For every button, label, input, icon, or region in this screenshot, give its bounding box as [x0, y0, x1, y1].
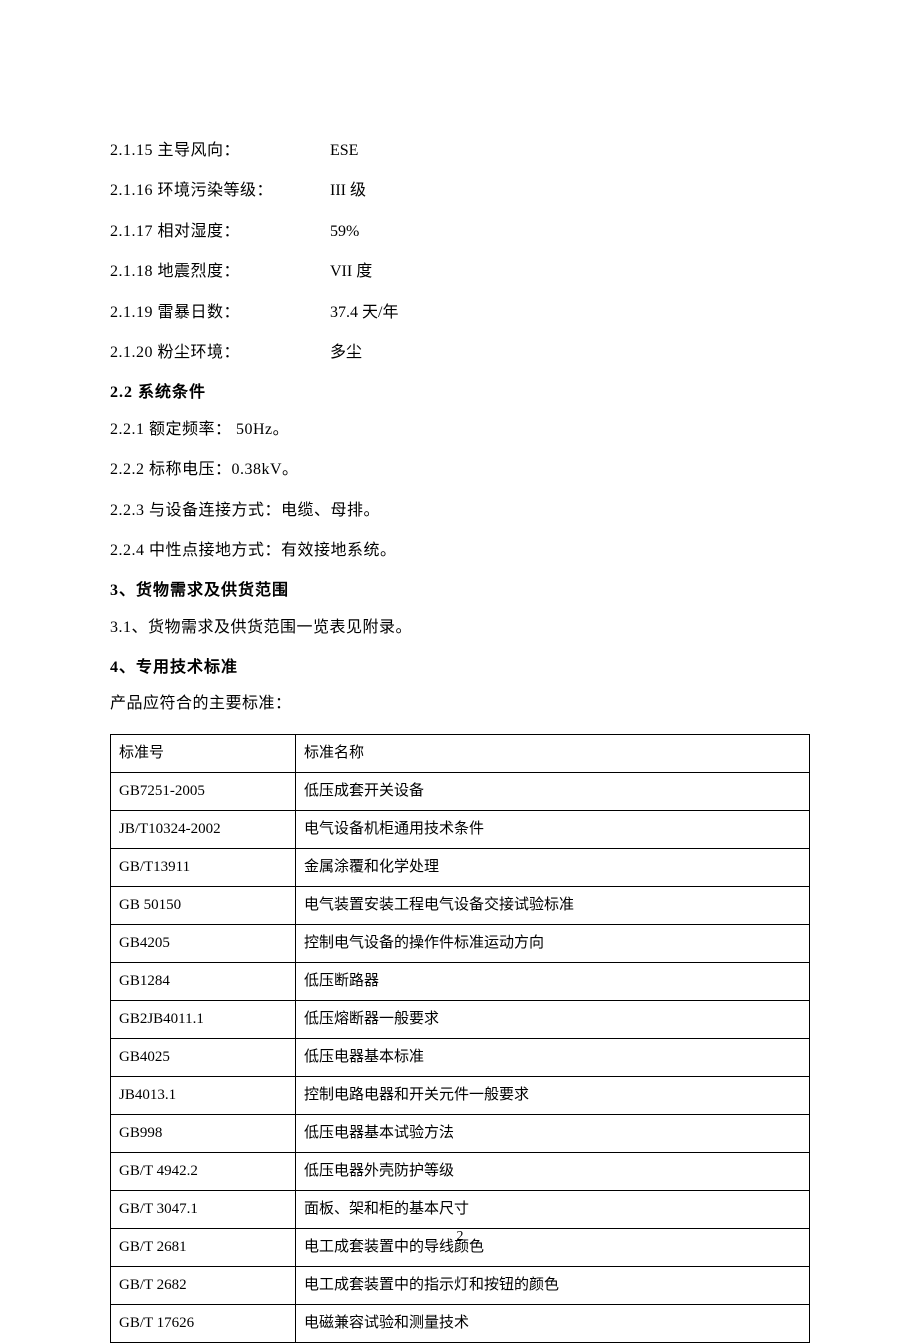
- section-2-2-body: 2.2.1 额定频率： 50Hz。 2.2.2 标称电压：0.38kV。 2.2.3…: [110, 419, 810, 563]
- param-value: 37.4 天/年: [330, 302, 810, 324]
- param-value: VII 度: [330, 261, 810, 283]
- standard-name: 电气设备机柜通用技术条件: [296, 810, 810, 848]
- standard-name: 控制电路电器和开关元件一般要求: [296, 1076, 810, 1114]
- standard-code: GB/T 4942.2: [111, 1152, 296, 1190]
- table-row: GB/T13911金属涂覆和化学处理: [111, 848, 810, 886]
- standard-code: GB/T13911: [111, 848, 296, 886]
- param-label: 2.1.18 地震烈度：: [110, 261, 330, 283]
- param-value: ESE: [330, 140, 810, 162]
- param-value: 多尘: [330, 342, 810, 364]
- standard-code: GB2JB4011.1: [111, 1000, 296, 1038]
- standard-name: 电气装置安装工程电气设备交接试验标准: [296, 886, 810, 924]
- table-header-row: 标准号标准名称: [111, 734, 810, 772]
- table-row: GB/T 4942.2低压电器外壳防护等级: [111, 1152, 810, 1190]
- standard-name: 电磁兼容试验和测量技术: [296, 1304, 810, 1342]
- table-row: JB/T10324-2002电气设备机柜通用技术条件: [111, 810, 810, 848]
- standard-code: GB4205: [111, 924, 296, 962]
- table-row: GB/T 17626电磁兼容试验和测量技术: [111, 1304, 810, 1342]
- table-row: GB1284低压断路器: [111, 962, 810, 1000]
- environmental-params: 2.1.15 主导风向：ESE2.1.16 环境污染等级：III 级2.1.17…: [110, 140, 810, 364]
- page-content: 2.1.15 主导风向：ESE2.1.16 环境污染等级：III 级2.1.17…: [110, 140, 810, 1343]
- param-row: 2.1.20 粉尘环境：多尘: [110, 342, 810, 364]
- section-4-heading: 4、专用技术标准: [110, 657, 810, 679]
- param-label: 2.1.15 主导风向：: [110, 140, 330, 162]
- standard-code: GB1284: [111, 962, 296, 1000]
- standard-code: JB/T10324-2002: [111, 810, 296, 848]
- table-row: GB7251-2005低压成套开关设备: [111, 772, 810, 810]
- param-label: 2.1.19 雷暴日数：: [110, 302, 330, 324]
- standard-name: 低压电器外壳防护等级: [296, 1152, 810, 1190]
- table-row: GB4025低压电器基本标准: [111, 1038, 810, 1076]
- standard-code: GB/T 3047.1: [111, 1190, 296, 1228]
- standard-name: 低压熔断器一般要求: [296, 1000, 810, 1038]
- standard-name: 控制电气设备的操作件标准运动方向: [296, 924, 810, 962]
- param-value: 59%: [330, 221, 810, 243]
- param-label: 2.1.16 环境污染等级：: [110, 180, 330, 202]
- table-row: GB/T 3047.1面板、架和柜的基本尺寸: [111, 1190, 810, 1228]
- table-header-code: 标准号: [111, 734, 296, 772]
- standard-code: GB7251-2005: [111, 772, 296, 810]
- param-row: 2.1.16 环境污染等级：III 级: [110, 180, 810, 202]
- standards-table: 标准号标准名称GB7251-2005低压成套开关设备JB/T10324-2002…: [110, 734, 810, 1343]
- param-row: 2.1.18 地震烈度：VII 度: [110, 261, 810, 283]
- section-2-2-line: 2.2.2 标称电压：0.38kV。: [110, 459, 810, 481]
- standard-name: 金属涂覆和化学处理: [296, 848, 810, 886]
- standard-name: 面板、架和柜的基本尺寸: [296, 1190, 810, 1228]
- param-row: 2.1.15 主导风向：ESE: [110, 140, 810, 162]
- standard-name: 低压电器基本标准: [296, 1038, 810, 1076]
- section-2-2-line: 2.2.1 额定频率： 50Hz。: [110, 419, 810, 441]
- standard-code: GB998: [111, 1114, 296, 1152]
- standard-name: 低压断路器: [296, 962, 810, 1000]
- standard-name: 低压电器基本试验方法: [296, 1114, 810, 1152]
- param-row: 2.1.17 相对湿度：59%: [110, 221, 810, 243]
- param-row: 2.1.19 雷暴日数：37.4 天/年: [110, 302, 810, 324]
- table-row: GB 50150电气装置安装工程电气设备交接试验标准: [111, 886, 810, 924]
- table-row: JB4013.1控制电路电器和开关元件一般要求: [111, 1076, 810, 1114]
- table-row: GB2JB4011.1低压熔断器一般要求: [111, 1000, 810, 1038]
- table-row: GB/T 2682电工成套装置中的指示灯和按钮的颜色: [111, 1266, 810, 1304]
- standard-code: JB4013.1: [111, 1076, 296, 1114]
- section-4-intro: 产品应符合的主要标准：: [110, 693, 810, 715]
- section-2-2-line: 2.2.4 中性点接地方式：有效接地系统。: [110, 540, 810, 562]
- section-2-2-line: 2.2.3 与设备连接方式：电缆、母排。: [110, 500, 810, 522]
- section-2-2-heading: 2.2 系统条件: [110, 382, 810, 404]
- table-header-name: 标准名称: [296, 734, 810, 772]
- table-row: GB998低压电器基本试验方法: [111, 1114, 810, 1152]
- standard-name: 低压成套开关设备: [296, 772, 810, 810]
- param-label: 2.1.20 粉尘环境：: [110, 342, 330, 364]
- standard-code: GB 50150: [111, 886, 296, 924]
- page-number: 2: [0, 1227, 920, 1247]
- standard-code: GB/T 17626: [111, 1304, 296, 1342]
- section-3-line: 3.1、货物需求及供货范围一览表见附录。: [110, 617, 810, 639]
- standard-name: 电工成套装置中的指示灯和按钮的颜色: [296, 1266, 810, 1304]
- table-row: GB4205控制电气设备的操作件标准运动方向: [111, 924, 810, 962]
- standard-code: GB4025: [111, 1038, 296, 1076]
- standard-code: GB/T 2682: [111, 1266, 296, 1304]
- param-label: 2.1.17 相对湿度：: [110, 221, 330, 243]
- section-3-heading: 3、货物需求及供货范围: [110, 580, 810, 602]
- param-value: III 级: [330, 180, 810, 202]
